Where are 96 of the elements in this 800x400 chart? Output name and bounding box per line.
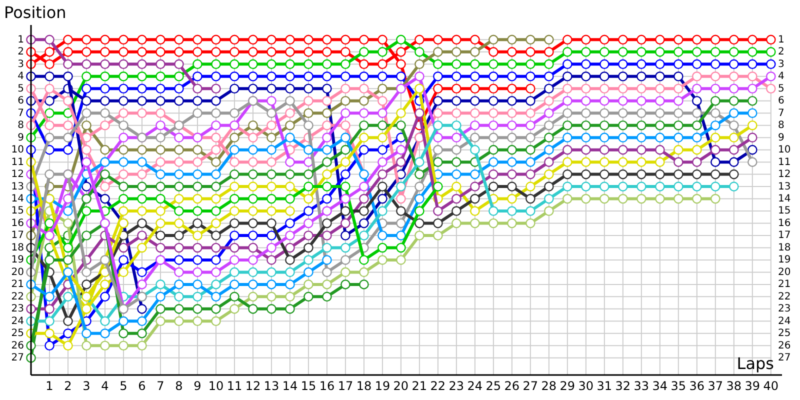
x-tick-label: 40 — [763, 379, 779, 393]
x-tick-label: 8 — [175, 379, 183, 393]
y-tick-label: 10 — [11, 144, 24, 156]
x-tick-label: 25 — [486, 379, 502, 393]
y2-tick-label: 23 — [778, 304, 791, 315]
x-tick-label: 35 — [670, 379, 686, 393]
x-tick-label: 19 — [374, 379, 390, 393]
y2-tick-label: 17 — [778, 230, 791, 242]
y-tick-label: 23 — [11, 304, 24, 315]
x-tick-label: 12 — [245, 379, 261, 393]
x-tick-label: 1 — [46, 379, 54, 393]
x-tick-label: 29 — [560, 379, 576, 393]
x-tick-label: 9 — [194, 379, 202, 393]
y2-tick-label: 19 — [778, 254, 791, 266]
x-tick-label: 22 — [430, 379, 446, 393]
x-tick-label: 10 — [208, 379, 224, 393]
x-tick-label: 18 — [356, 379, 372, 393]
y-tick-label: 6 — [18, 96, 24, 107]
y-tick-label: 26 — [11, 340, 24, 352]
y2-tick-label: 21 — [778, 279, 791, 290]
x-tick-label: 7 — [156, 379, 164, 393]
x-tick-label: 5 — [120, 379, 128, 393]
y-tick-label: 13 — [11, 181, 24, 192]
y-tick-label: 21 — [11, 279, 24, 290]
y2-tick-label: 14 — [778, 194, 791, 205]
y2-tick-label: 27 — [778, 352, 791, 364]
y-tick-label: 11 — [11, 156, 24, 168]
y-tick-label: 5 — [18, 83, 24, 94]
y2-tick-label: 9 — [778, 132, 784, 144]
y2-tick-label: 13 — [778, 181, 791, 192]
y-tick-label: 18 — [11, 242, 24, 254]
x-tick-label: 39 — [744, 379, 760, 393]
y2-tick-label: 8 — [778, 120, 784, 132]
y2-tick-label: 16 — [778, 218, 791, 229]
x-tick-label: 17 — [338, 379, 354, 393]
y-tick-label: 1 — [18, 34, 24, 46]
x-tick-label: 30 — [578, 379, 594, 393]
x-tick-label: 34 — [652, 379, 668, 393]
y-tick-label: 25 — [11, 328, 24, 340]
y-tick-label: 4 — [18, 71, 24, 82]
y2-tick-label: 20 — [778, 266, 791, 278]
x-tick-label: 21 — [412, 379, 428, 393]
x-tick-label: 6 — [138, 379, 146, 393]
x-tick-label: 24 — [467, 379, 483, 393]
y-tick-label: 27 — [11, 352, 24, 364]
x-tick-label: 27 — [522, 379, 538, 393]
y2-tick-label: 24 — [778, 316, 791, 327]
y2-tick-label: 10 — [778, 144, 791, 156]
y-tick-label: 3 — [18, 58, 24, 70]
y-tick-label: 2 — [18, 46, 24, 58]
y2-tick-label: 2 — [778, 46, 784, 58]
y-tick-label: 19 — [11, 254, 24, 266]
x-tick-label: 3 — [82, 379, 90, 393]
x-tick-label: 32 — [615, 379, 631, 393]
x-tick-label: 36 — [689, 379, 705, 393]
y2-tick-label: 11 — [778, 156, 791, 168]
y2-tick-label: 15 — [778, 206, 791, 217]
x-tick-label: 15 — [300, 379, 316, 393]
y-tick-label: 7 — [18, 108, 24, 119]
y-tick-label: 24 — [11, 316, 24, 327]
x-tick-label: 20 — [393, 379, 409, 393]
x-tick-label: 38 — [726, 379, 742, 393]
x-tick-label: 26 — [504, 379, 520, 393]
x-tick-label: 16 — [319, 379, 335, 393]
y2-tick-label: 6 — [778, 96, 784, 107]
y2-tick-label: 5 — [778, 83, 784, 94]
y2-tick-label: 26 — [778, 340, 791, 352]
x-tick-label: 2 — [64, 379, 72, 393]
x-tick-label: 33 — [634, 379, 650, 393]
y-tick-label: 8 — [18, 120, 24, 132]
x-tick-label: 31 — [596, 379, 612, 393]
y2-tick-label: 1 — [778, 34, 784, 46]
y2-tick-label: 25 — [778, 328, 791, 340]
y-tick-label: 14 — [11, 194, 24, 205]
x-axis-title: Laps — [736, 354, 774, 373]
x-tick-label: 14 — [282, 379, 298, 393]
y2-tick-label: 12 — [778, 169, 791, 180]
y-tick-label: 9 — [18, 132, 24, 144]
x-tick-label: 11 — [226, 379, 242, 393]
x-tick-label: 37 — [708, 379, 724, 393]
y-tick-label: 17 — [11, 230, 24, 242]
y-tick-label: 22 — [11, 291, 24, 302]
x-tick-label: 28 — [541, 379, 557, 393]
y2-tick-label: 7 — [778, 108, 784, 119]
y2-tick-label: 4 — [778, 71, 784, 82]
x-tick-label: 4 — [101, 379, 109, 393]
y-tick-label: 20 — [11, 266, 24, 278]
y2-tick-label: 18 — [778, 242, 791, 254]
y-axis-title: Position — [4, 3, 66, 22]
x-tick-label: 23 — [448, 379, 464, 393]
y-tick-label: 16 — [11, 218, 24, 229]
y-tick-label: 12 — [11, 169, 24, 180]
y2-tick-label: 3 — [778, 58, 784, 70]
x-tick-label: 13 — [264, 379, 280, 393]
y2-tick-label: 22 — [778, 291, 791, 302]
y-tick-label: 15 — [11, 206, 24, 217]
